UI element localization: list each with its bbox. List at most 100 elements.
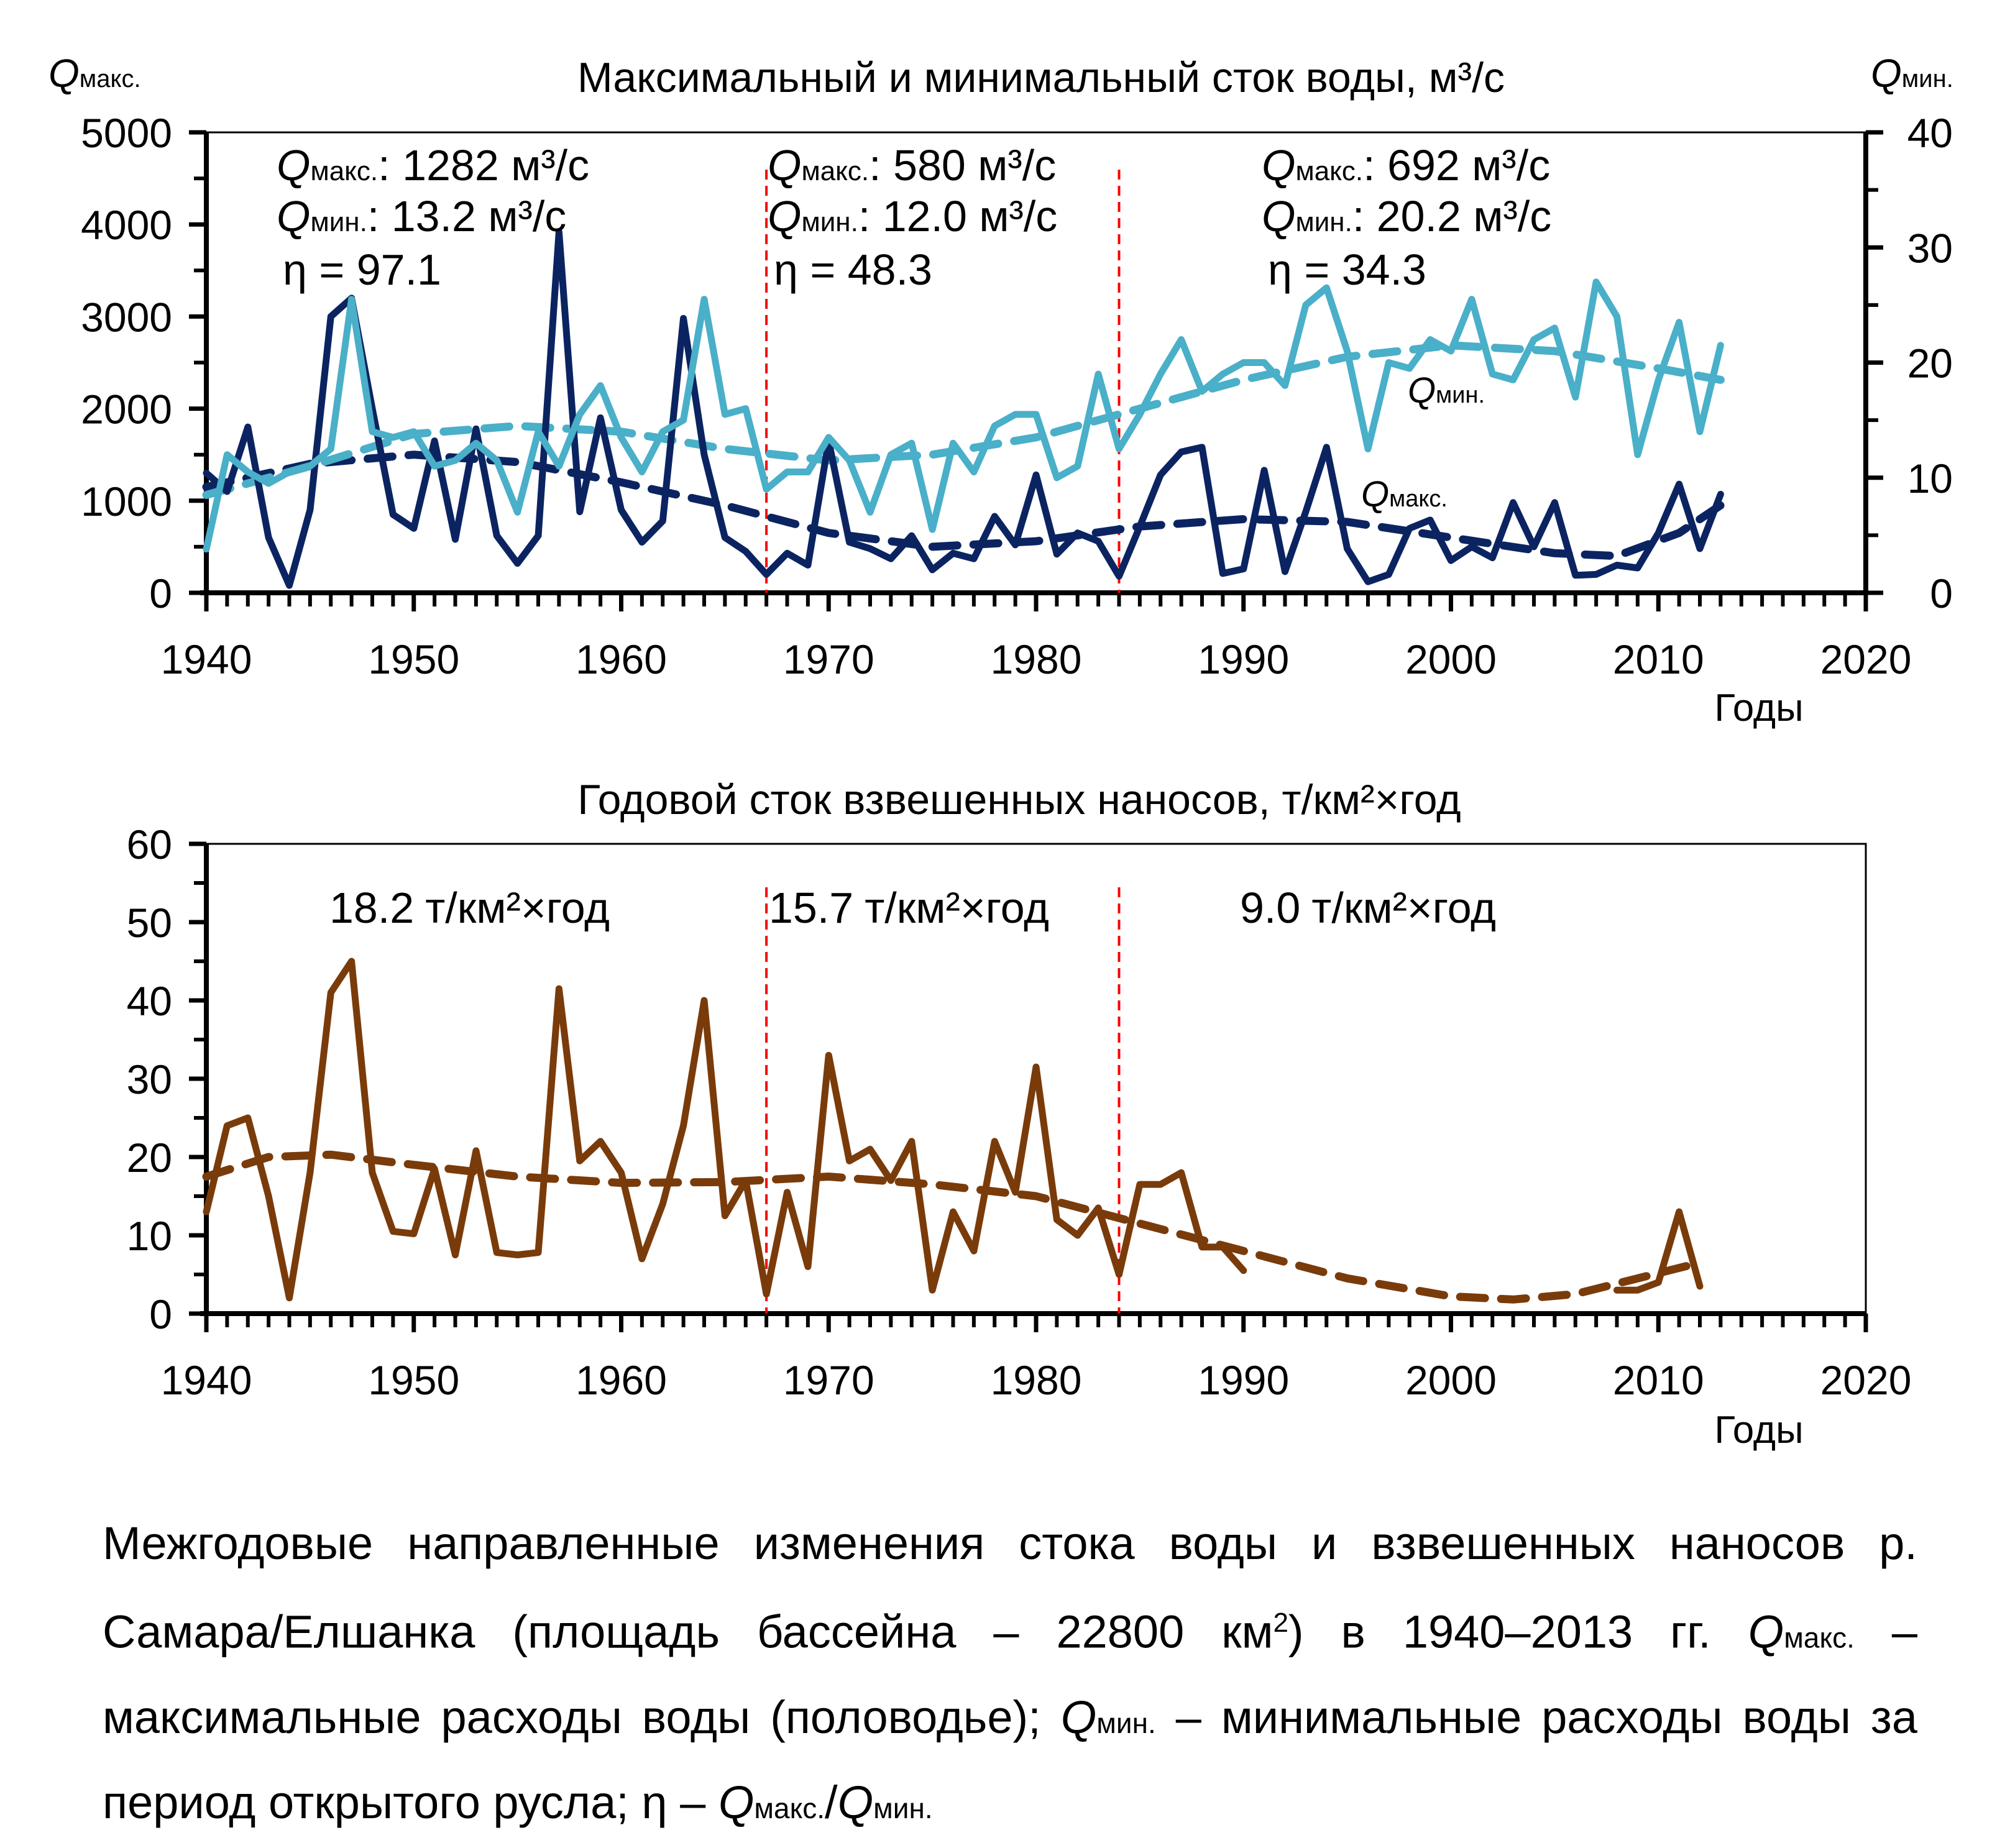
data-point	[538, 1252, 539, 1253]
data-point	[434, 466, 435, 467]
caption-text-2: ) в 1940–2013 гг.	[1288, 1606, 1748, 1658]
x-tick-label: 1990	[1198, 1357, 1289, 1403]
data-point	[1388, 574, 1389, 575]
sediment-value: 18.2	[329, 884, 414, 932]
data-point	[1430, 519, 1431, 520]
data-point	[1077, 1235, 1078, 1236]
qmin-series-label: Qмин.	[1408, 370, 1485, 411]
data-point	[1098, 1207, 1099, 1208]
sediment-value: 9.0	[1240, 884, 1300, 932]
data-point	[475, 1150, 476, 1151]
period-annotation-2: Qмакс.: 580 м³/сQмин.: 12.0 м³/сη = 48.3	[768, 141, 1057, 294]
caption-sub-min-2: мин.	[873, 1792, 933, 1824]
data-point	[683, 318, 684, 319]
data-point	[1596, 574, 1597, 575]
q-subscript: мин.	[801, 207, 858, 237]
data-point	[268, 537, 269, 538]
data-point	[1243, 1270, 1244, 1271]
right-axis-label: Qмин.	[1871, 51, 1953, 96]
y-tick-label: 30	[127, 1056, 172, 1102]
right-y-tick-label: 40	[1907, 110, 1953, 156]
eta-value: 34.3	[1342, 245, 1426, 294]
x-tick-label: 1980	[991, 636, 1082, 682]
q-symbol: Q	[277, 192, 310, 240]
data-point	[1554, 327, 1555, 328]
data-point	[1098, 374, 1099, 375]
data-point	[911, 443, 912, 444]
trend-line-0	[206, 455, 1720, 556]
bottom-chart-title: Годовой сток взвешенных наносов, т/км²×г…	[577, 776, 1461, 823]
y-tick-label: 2000	[81, 387, 172, 432]
data-point	[1305, 511, 1306, 512]
data-point	[289, 1297, 290, 1298]
left-axis-label: Qмакс.	[48, 51, 141, 96]
x-tick-label: 1960	[576, 1357, 667, 1403]
unit: м³/с	[1460, 141, 1550, 190]
q-symbol: Q	[1262, 192, 1295, 240]
data-point	[766, 489, 767, 490]
data-point	[579, 511, 580, 512]
qmin-annotation: Qмин.: 13.2 м³/с	[277, 192, 566, 240]
q-subscript: мин.	[310, 207, 367, 237]
x-tick-label: 1940	[161, 1357, 252, 1403]
sediment-unit: т/км²×год	[1311, 884, 1496, 932]
data-point	[600, 385, 601, 386]
y-tick-label: 40	[127, 978, 172, 1024]
x-tick-label: 1990	[1198, 636, 1289, 682]
right-y-tick-label: 0	[1930, 570, 1953, 616]
q-symbol: Q	[1262, 141, 1295, 190]
x-tick-label: 2000	[1405, 1357, 1497, 1403]
series-line-1-0	[206, 282, 1720, 549]
data-point	[1637, 568, 1638, 569]
y-tick-label: 0	[149, 1291, 172, 1337]
sediment-unit: т/км²×год	[425, 884, 610, 932]
y-tick-label: 60	[127, 821, 172, 867]
sediment-chart: Годовой сток взвешенных наносов, т/км²×г…	[127, 776, 1912, 1452]
caption-sub-min: мин.	[1096, 1707, 1156, 1739]
data-point	[745, 551, 746, 552]
data-point	[1160, 1184, 1161, 1185]
data-point	[1036, 1067, 1037, 1068]
right-y-tick-label: 10	[1907, 455, 1953, 501]
data-point	[870, 1149, 871, 1150]
data-point	[1596, 281, 1597, 282]
colon: :	[378, 141, 402, 190]
data-point	[517, 512, 518, 513]
qmax-annotation: Qмакс.: 692 м³/с	[1262, 141, 1550, 190]
x-tick-label: 1970	[783, 636, 874, 682]
x-tick-label: 2020	[1820, 1357, 1912, 1403]
q-subscript: мин.	[1295, 207, 1352, 237]
data-point	[1243, 362, 1244, 363]
caption-sup: 2	[1273, 1608, 1288, 1638]
y-tick-label: 10	[127, 1213, 172, 1259]
data-point	[1720, 494, 1721, 495]
caption-q-max: Q	[1748, 1606, 1784, 1658]
data-point	[1388, 362, 1389, 363]
data-point	[1098, 541, 1099, 542]
data-point	[1015, 544, 1016, 545]
q-subscript: макс.	[1389, 486, 1448, 512]
qmax-value: 1282	[402, 141, 499, 190]
data-point	[641, 1258, 642, 1259]
caption-sub-max-2: макс.	[754, 1792, 825, 1824]
data-point	[268, 1196, 269, 1197]
qmin-annotation: Qмин.: 12.0 м³/с	[768, 192, 1057, 240]
data-point	[1160, 374, 1161, 375]
y-tick-label: 5000	[81, 110, 172, 156]
data-point	[994, 516, 995, 517]
colon: :	[1352, 192, 1377, 240]
data-point	[1409, 528, 1410, 529]
top-x-axis-label: Годы	[1714, 687, 1803, 730]
data-point	[351, 299, 352, 300]
data-point	[351, 961, 352, 962]
data-point	[517, 563, 518, 564]
data-point	[268, 483, 269, 484]
x-tick-label: 1980	[991, 1357, 1082, 1403]
data-point	[1492, 557, 1493, 558]
caption-q-max-2: Q	[718, 1777, 755, 1828]
sediment-annotation-2: 15.7т/км²×год	[769, 884, 1049, 932]
data-point	[289, 585, 290, 586]
sediment-annotation-1: 18.2т/км²×год	[329, 884, 610, 932]
data-point	[828, 1055, 829, 1056]
colon: :	[869, 141, 893, 190]
